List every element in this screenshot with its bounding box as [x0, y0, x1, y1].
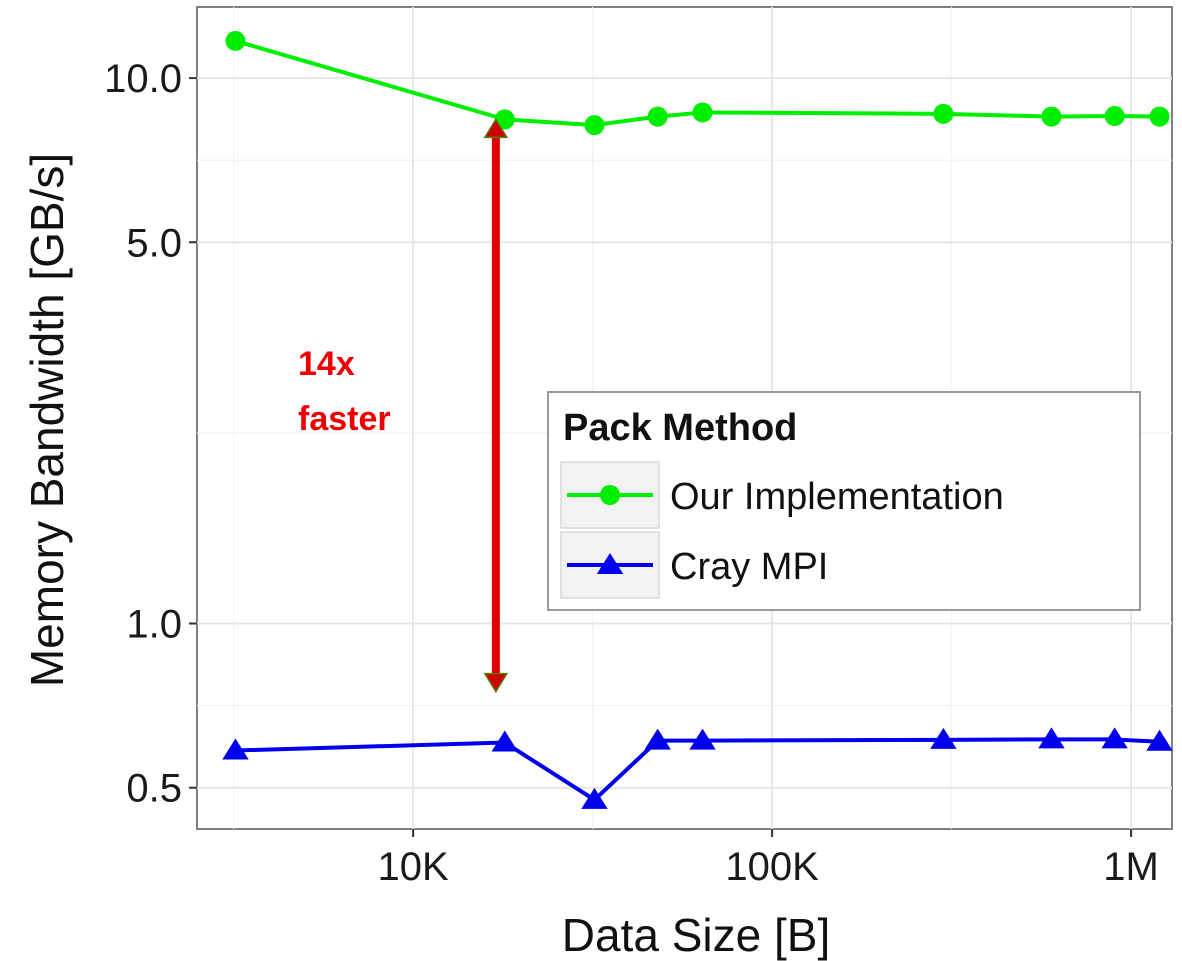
cray-mpi-point — [930, 727, 957, 749]
series-layer — [222, 30, 1173, 809]
cray-mpi-point — [222, 738, 249, 760]
our-implementation-point — [225, 30, 246, 51]
our-implementation-point — [933, 103, 954, 124]
cray-mpi-point — [1038, 727, 1065, 749]
cray-mpi-point — [1101, 727, 1128, 749]
annotation-layer: 14x faster — [298, 117, 509, 694]
our-implementation-point — [1041, 106, 1062, 127]
y-axis-title: Memory Bandwidth [GB/s] — [21, 153, 73, 687]
cray-mpi-point — [1146, 729, 1173, 751]
y-tick-label: 10.0 — [104, 57, 182, 101]
our-implementation-point — [647, 106, 668, 127]
legend-title: Pack Method — [563, 407, 797, 449]
y-tick-label: 5.0 — [126, 221, 182, 265]
legend-key-marker — [600, 485, 620, 505]
speedup-arrow-head-bottom — [483, 672, 509, 694]
cray-mpi-point — [581, 787, 608, 809]
x-axis-title: Data Size [B] — [562, 909, 830, 961]
axes: 10K 100K 1M 0.5 1.0 5.0 10.0 — [104, 57, 1159, 889]
our-implementation-point — [1149, 106, 1170, 127]
legend: Pack Method Our Implementation Cray MPI — [547, 391, 1141, 611]
cray-mpi-point — [689, 728, 716, 750]
our-implementation-point — [692, 102, 713, 123]
our-implementation-point — [584, 115, 605, 136]
x-tick-label: 100K — [725, 845, 819, 889]
x-tick-label: 1M — [1103, 845, 1159, 889]
legend-label-cray-mpi: Cray MPI — [670, 546, 828, 588]
x-tick-label: 10K — [378, 845, 449, 889]
cray-mpi-point — [491, 730, 518, 752]
y-tick-label: 1.0 — [126, 603, 182, 647]
legend-key-marker — [596, 553, 624, 574]
speedup-annotation-text: faster — [298, 400, 391, 438]
speedup-annotation-text: 14x — [298, 345, 355, 383]
y-tick-label: 0.5 — [126, 767, 182, 811]
speedup-arrow-head-top — [483, 117, 509, 139]
our-implementation-point — [1104, 106, 1125, 127]
legend-label-our-implementation: Our Implementation — [670, 476, 1004, 518]
cray-mpi-point — [644, 728, 671, 750]
